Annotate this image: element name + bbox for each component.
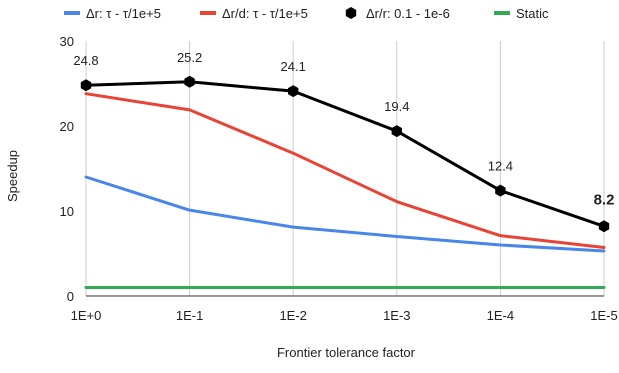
x-axis-title: Frontier tolerance factor bbox=[277, 345, 416, 360]
x-tick-label: 1E-3 bbox=[383, 308, 410, 323]
x-tick-label: 1E+0 bbox=[71, 308, 102, 323]
data-labels: 24.8 25.2 24.1 19.4 12.4 8.2 bbox=[73, 50, 614, 209]
y-tick-label: 20 bbox=[60, 119, 74, 134]
x-tick-label: 1E-4 bbox=[487, 308, 514, 323]
x-tick-label: 1E-1 bbox=[176, 308, 203, 323]
data-label: 19.4 bbox=[384, 99, 409, 114]
y-tick-label: 10 bbox=[60, 204, 74, 219]
data-point-marker bbox=[288, 85, 299, 98]
x-tick-label: 1E-5 bbox=[590, 308, 617, 323]
data-point-marker bbox=[495, 184, 506, 197]
legend-label: Static bbox=[516, 6, 549, 21]
data-point-marker bbox=[80, 79, 92, 92]
x-tick-label: 1E-2 bbox=[279, 308, 306, 323]
legend-label: Δr: τ - τ/1e+5 bbox=[86, 6, 161, 21]
series-line bbox=[84, 92, 606, 250]
legend-swatch bbox=[494, 11, 510, 15]
legend-label: Δr/r: 0.1 - 1e-6 bbox=[366, 6, 450, 21]
data-point-marker bbox=[184, 75, 195, 88]
y-tick-label: 30 bbox=[60, 34, 74, 49]
data-label: 25.2 bbox=[177, 50, 202, 65]
legend-swatch bbox=[345, 7, 357, 19]
series-line bbox=[84, 80, 606, 228]
data-point-marker bbox=[391, 125, 402, 138]
axes: 0 10 20 30 1E+0 1E-1 1E-2 1E-3 1E-4 1E-5 bbox=[60, 34, 618, 323]
legend-label: Δr/d: τ - τ/1e+5 bbox=[222, 6, 308, 21]
data-point-marker bbox=[598, 220, 610, 233]
legend-swatch bbox=[200, 11, 216, 15]
data-label: 8.2 bbox=[594, 191, 615, 208]
series-layer bbox=[80, 75, 610, 289]
data-label: 24.8 bbox=[73, 53, 98, 68]
legend: Δr: τ - τ/1e+5 Δr/d: τ - τ/1e+5 Δr/r: 0.1 … bbox=[64, 6, 549, 21]
data-label: 24.1 bbox=[281, 59, 306, 74]
legend-swatch bbox=[64, 11, 80, 15]
grid bbox=[85, 41, 605, 296]
y-tick-label: 0 bbox=[67, 289, 74, 304]
data-label: 12.4 bbox=[488, 159, 513, 174]
y-axis-title: Speedup bbox=[5, 150, 20, 202]
series-line bbox=[84, 175, 606, 253]
